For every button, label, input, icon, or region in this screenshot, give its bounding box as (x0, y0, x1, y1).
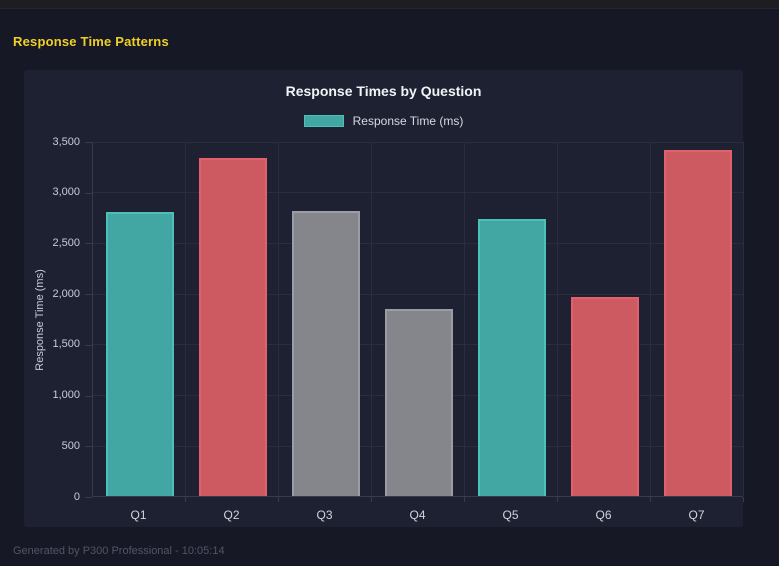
chart-legend[interactable]: Response Time (ms) (24, 114, 743, 128)
y-tick (85, 192, 92, 194)
y-tick-label: 2,000 (52, 287, 80, 300)
y-tick-label: 2,500 (52, 236, 80, 249)
bar-q4[interactable] (384, 309, 453, 496)
v-gridline (185, 142, 186, 496)
y-tick (85, 243, 92, 245)
legend-label: Response Time (ms) (352, 114, 464, 128)
bar-q6[interactable] (570, 297, 639, 496)
y-tick-label: 500 (61, 439, 80, 452)
x-tick-label: Q6 (595, 508, 612, 522)
plot-area (85, 142, 744, 502)
x-tick (185, 497, 186, 502)
h-gridline (93, 293, 743, 295)
y-tick-label: 1,000 (52, 389, 80, 402)
x-tick-label: Q5 (502, 508, 519, 522)
x-tick-label: Q4 (409, 508, 426, 522)
y-tick (85, 446, 92, 448)
page-title: Response Time Patterns (13, 34, 169, 49)
v-gridline (464, 142, 465, 496)
y-tick (85, 344, 92, 346)
chart-panel: Response Times by Question Response Time… (24, 70, 744, 527)
x-tick (278, 497, 279, 502)
y-tick-label: 1,500 (52, 338, 80, 351)
x-tick (650, 497, 651, 502)
chart-title: Response Times by Question (285, 83, 482, 99)
top-bar (0, 0, 779, 9)
bar-q3[interactable] (291, 211, 360, 496)
h-gridline (93, 242, 743, 244)
x-tick (464, 497, 465, 502)
bar-q5[interactable] (477, 219, 546, 496)
x-tick-label: Q3 (316, 508, 333, 522)
x-tick (557, 497, 558, 502)
y-tick-label: 0 (73, 490, 80, 503)
bar-q7[interactable] (663, 150, 732, 496)
x-tick-label: Q7 (688, 508, 705, 522)
bar-q2[interactable] (198, 158, 267, 496)
y-tick (85, 497, 92, 498)
v-gridline (278, 142, 279, 496)
footer-text: Generated by P300 Professional - 10:05:1… (13, 545, 225, 557)
y-tick-label: 3,500 (52, 135, 80, 148)
legend-swatch-icon (303, 115, 344, 127)
v-gridline (650, 142, 651, 496)
y-tick (85, 142, 92, 143)
y-tick (85, 395, 92, 397)
v-gridline (743, 142, 744, 496)
y-axis-title: Response Time (ms) (34, 269, 46, 371)
y-tick (85, 294, 92, 296)
x-tick (371, 497, 372, 502)
x-tick (743, 497, 744, 502)
v-gridline (557, 142, 558, 496)
bar-q1[interactable] (105, 212, 174, 496)
y-tick-label: 3,000 (52, 186, 80, 199)
h-gridline (93, 192, 743, 194)
v-gridline (371, 142, 372, 496)
x-tick-label: Q2 (223, 508, 240, 522)
x-tick-label: Q1 (130, 508, 147, 522)
h-gridline (93, 142, 743, 143)
